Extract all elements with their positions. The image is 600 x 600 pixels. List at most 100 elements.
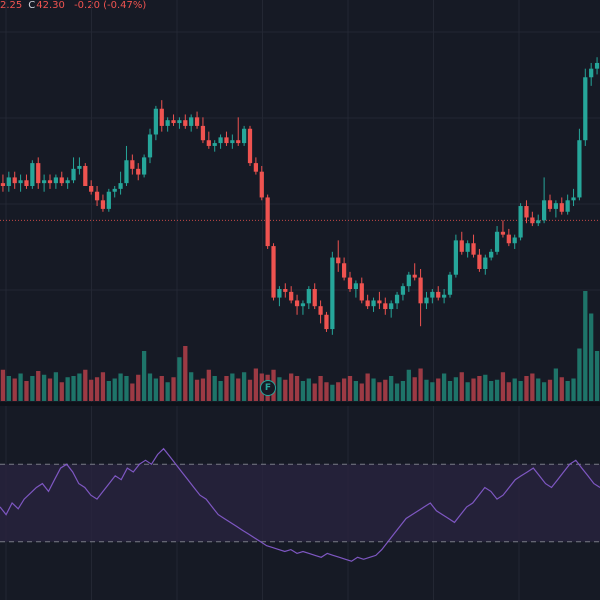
volume-bar <box>483 374 488 401</box>
candle <box>477 248 482 272</box>
candle-body <box>536 220 541 224</box>
volume-bar <box>189 372 194 401</box>
candle-body <box>483 257 488 269</box>
candle-body <box>171 120 176 124</box>
candle <box>24 174 29 189</box>
candle-body <box>383 303 388 310</box>
close-label: C <box>28 0 36 11</box>
candle-body <box>430 291 435 298</box>
candle <box>94 186 100 207</box>
fundamentals-marker-label: F <box>264 383 272 393</box>
candle <box>77 157 82 175</box>
pane-separator <box>0 402 600 406</box>
candle-body <box>100 200 106 209</box>
candle-body <box>277 289 282 298</box>
candle-body <box>194 117 200 126</box>
candle <box>359 277 364 304</box>
candle <box>0 174 6 192</box>
candle-body <box>189 117 194 126</box>
candle <box>6 171 11 192</box>
candle-body <box>153 108 158 135</box>
candle <box>177 117 182 129</box>
volume-bar <box>294 376 300 401</box>
volume-bar <box>447 381 453 401</box>
candle <box>294 294 300 315</box>
candle-body <box>353 283 358 290</box>
volume-bar <box>224 376 229 401</box>
volume-bar <box>583 291 588 401</box>
volume-bar <box>159 376 164 401</box>
candle-body <box>83 165 88 186</box>
candle <box>112 186 117 198</box>
candle <box>424 291 429 310</box>
candle-body <box>394 294 400 304</box>
candle <box>330 251 335 335</box>
candle <box>394 291 400 310</box>
volume-bar <box>0 369 6 401</box>
candle <box>100 194 106 212</box>
candle-body <box>530 217 535 224</box>
candle-body <box>553 203 558 209</box>
candle <box>583 68 588 146</box>
volume-bar <box>506 382 511 401</box>
candle-body <box>259 171 264 198</box>
volume-bar <box>406 369 411 401</box>
candle-body <box>512 237 517 244</box>
candle <box>471 234 476 258</box>
candle <box>124 145 129 186</box>
volume-bar <box>289 373 294 401</box>
volume-bar <box>383 379 388 401</box>
candle <box>406 271 411 292</box>
candle <box>412 263 417 281</box>
candle-body <box>412 274 417 278</box>
candle-body <box>477 254 482 269</box>
volume-bar <box>477 376 482 401</box>
candle-body <box>336 257 341 264</box>
volume-bar <box>500 372 506 401</box>
candle <box>459 231 464 255</box>
candle-body <box>524 206 529 218</box>
candle <box>500 220 506 238</box>
candle-body <box>459 240 464 252</box>
volume-bar <box>241 372 247 401</box>
volume-bar <box>6 376 11 401</box>
candle-body <box>242 128 247 144</box>
candle <box>106 188 111 212</box>
volume-bar <box>71 376 76 401</box>
close-value: 42.30 <box>36 0 65 11</box>
volume-bar <box>494 379 500 401</box>
volume-bar <box>147 373 153 401</box>
candle <box>183 114 188 129</box>
volume-bar <box>136 374 141 401</box>
volume-bar <box>77 373 82 401</box>
volume-bar <box>83 369 88 401</box>
candle <box>218 134 223 149</box>
candle <box>442 289 447 304</box>
volume-bar <box>347 376 353 401</box>
volume-bar <box>183 346 188 401</box>
volume-bar <box>41 374 47 401</box>
candle <box>324 311 329 332</box>
volume-bar <box>212 376 217 401</box>
candle <box>289 286 294 304</box>
volume-bar <box>336 382 341 401</box>
volume-bar <box>200 378 206 401</box>
candle <box>200 117 206 144</box>
candle-body <box>165 120 170 126</box>
volume-bar <box>300 381 306 401</box>
candle-body <box>559 203 564 212</box>
volume-bar <box>541 382 547 401</box>
candle <box>571 188 576 207</box>
volume-bar <box>389 376 394 401</box>
candle-body <box>324 314 329 330</box>
candle <box>553 200 558 218</box>
volume-bar <box>536 378 541 401</box>
candle-body <box>518 206 523 238</box>
candle-body <box>294 300 300 307</box>
fundamentals-marker[interactable]: F <box>260 380 276 396</box>
candle <box>253 157 258 175</box>
candle <box>18 174 23 192</box>
candle <box>542 177 547 224</box>
